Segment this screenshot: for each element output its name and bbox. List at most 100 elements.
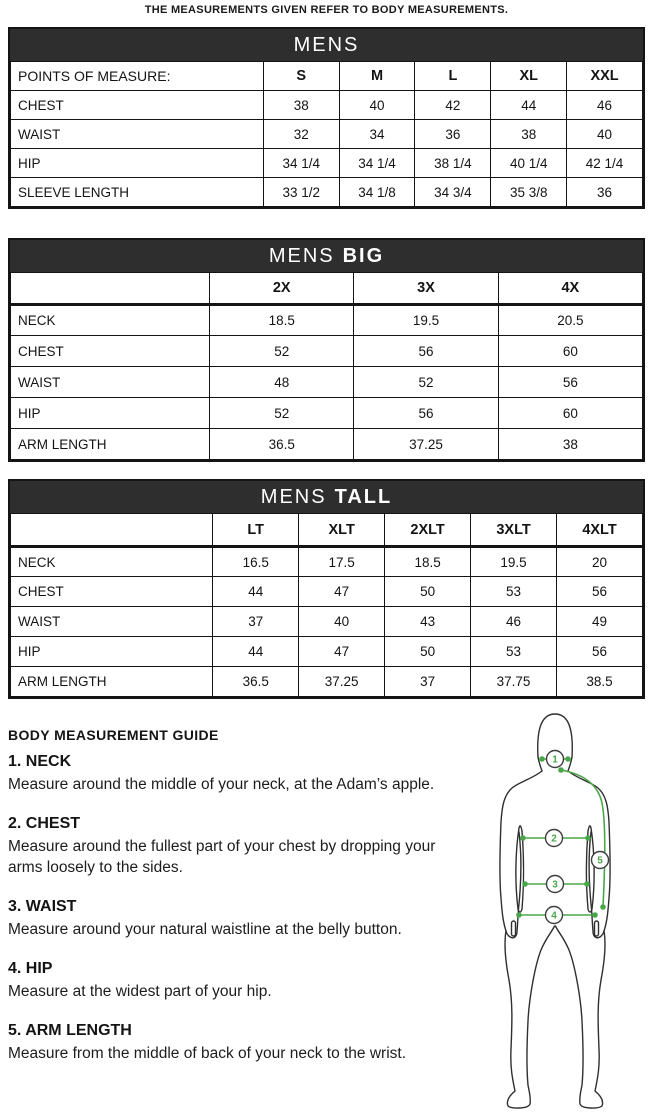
marker-number-1: 1 [552, 755, 558, 766]
measure-value: 56 [353, 335, 499, 367]
marker-number-4: 4 [551, 911, 557, 922]
measure-value: 42 [414, 90, 492, 120]
size-header: 2X [209, 272, 355, 306]
measure-label: WAIST [9, 366, 211, 398]
measure-value: 37 [212, 606, 300, 637]
measure-value: 17.5 [298, 546, 386, 577]
marker-circle-3 [545, 874, 565, 894]
size-header: XL [490, 61, 568, 91]
mens-table-banner: MENS [10, 29, 643, 61]
measure-label: ARM LENGTH [9, 666, 214, 697]
measure-value: 35 3/8 [490, 177, 568, 207]
size-header: 4X [497, 272, 644, 306]
measure-value: 20.5 [497, 304, 644, 336]
table-row: WAIST 32 34 36 38 40 [10, 119, 643, 149]
table-title-bold: TALL [334, 486, 393, 508]
measure-value: 38 [262, 90, 340, 120]
mens-big-measurements-grid: 2X 3X 4X NECK 18.5 19.5 20.5 CHEST 52 56 60 WAIST 48… [9, 272, 644, 460]
guide-item-heading: 1. NECK [8, 753, 72, 770]
measure-label: NECK [9, 546, 214, 577]
measure-value: 43 [384, 606, 472, 637]
guide-item-heading: 2. CHEST [8, 815, 81, 832]
figure-column: 1 2 3 4 5 [465, 707, 645, 1117]
measure-value: 38 [490, 119, 568, 149]
left-hand-slit [510, 920, 517, 937]
table-row: NECK 18.5 19.5 20.5 [9, 304, 644, 336]
guide-item: 3. WAIST Measure around your natural wais… [8, 898, 459, 940]
table-row: CHEST 44 47 50 53 56 [9, 576, 643, 607]
mens-measurements-grid: POINTS OF MEASURE: S M L XL XXL CHEST 38 40 42 44 4… [10, 61, 643, 207]
table-row: HIP 52 56 60 [9, 397, 644, 429]
marker-number-3: 3 [552, 880, 558, 891]
right-torso-gap [585, 825, 595, 913]
measure-value: 37.75 [470, 666, 557, 697]
measure-label: WAIST [9, 606, 214, 637]
table-row: SLEEVE LENGTH 33 1/2 34 1/8 34 3/4 35 3/8 36 [10, 177, 643, 207]
marker-number-2: 2 [551, 834, 557, 845]
measure-value: 36.5 [209, 428, 355, 460]
measure-value: 60 [497, 335, 644, 367]
table-row: HIP 34 1/4 34 1/4 38 1/4 40 1/4 42 1/4 [10, 148, 643, 178]
measure-value: 37 [384, 666, 472, 697]
table-row: ARM LENGTH 36.5 37.25 38 [9, 428, 644, 460]
measure-value: 32 [262, 119, 340, 149]
size-header: M [338, 61, 416, 91]
measure-value: 19.5 [353, 304, 499, 336]
header-row: POINTS OF MEASURE: S M L XL XXL [10, 61, 643, 91]
right-arm-outline [567, 770, 611, 939]
measure-value: 19.5 [470, 546, 557, 577]
table-title: MENS [260, 486, 327, 508]
body-figure-diagram: 1 2 3 4 5 [499, 713, 611, 1109]
measure-value: 34 3/4 [414, 177, 492, 207]
guide-item-text: Measure around the middle of your neck, … [8, 776, 435, 793]
guide-item-heading: 3. WAIST [8, 898, 77, 915]
size-header: L [414, 61, 492, 91]
header-row: 2X 3X 4X [9, 272, 644, 306]
measure-value: 36 [414, 119, 492, 149]
measure-value: 38 [497, 428, 644, 460]
crotch-outline [553, 925, 557, 928]
measure-value: 60 [497, 397, 644, 429]
size-header: XLT [298, 513, 386, 548]
measure-value: 20 [556, 546, 643, 577]
measure-value: 33 1/2 [262, 177, 340, 207]
measure-value: 40 [338, 90, 416, 120]
measure-value: 34 1/4 [262, 148, 340, 178]
mens-tall-measurements-grid: LT XLT 2XLT 3XLT 4XLT NECK 16.5 17.5 18.5 19.5 20 C… [9, 513, 643, 697]
guide-item-heading: 4. HIP [8, 960, 53, 977]
measure-value: 53 [470, 576, 557, 607]
measure-value: 18.5 [384, 546, 472, 577]
measure-value: 56 [556, 636, 643, 667]
measure-value: 34 1/4 [338, 148, 416, 178]
table-title: MENS [293, 34, 360, 56]
size-header: LT [212, 513, 300, 548]
marker-circle-5 [590, 850, 610, 870]
mens-tall-table-banner: MENS TALL [10, 481, 643, 513]
measure-value: 18.5 [209, 304, 355, 336]
table-row: CHEST 52 56 60 [9, 335, 644, 367]
table-row: ARM LENGTH 36.5 37.25 37 37.75 38.5 [9, 666, 643, 697]
guide-text-column: BODY MEASUREMENT GUIDE 1. NECK Measure ar… [8, 707, 465, 1117]
mens-size-table: MENS POINTS OF MEASURE: S M L XL XXL CHEST 38 40… [8, 27, 645, 209]
measure-value: 56 [353, 397, 499, 429]
measure-value: 40 [566, 119, 643, 149]
table-row: WAIST 48 52 56 [9, 366, 644, 398]
table-row: CHEST 38 40 42 44 46 [10, 90, 643, 120]
marker-numbers: 1 2 3 4 5 [551, 755, 603, 922]
measure-value: 34 1/8 [338, 177, 416, 207]
size-header: XXL [566, 61, 643, 91]
guide-item: 1. NECK Measure around the middle of your… [8, 753, 459, 795]
measure-value: 38.5 [556, 666, 643, 697]
measure-value: 36.5 [212, 666, 300, 697]
measure-value: 40 [298, 606, 386, 637]
marker-circle-2 [544, 828, 564, 848]
measure-value: 48 [209, 366, 355, 398]
size-header: 2XLT [384, 513, 472, 548]
measure-label: CHEST [10, 90, 264, 120]
measure-value: 53 [470, 636, 557, 667]
measure-label: NECK [9, 304, 211, 336]
measure-label: HIP [10, 148, 264, 178]
guide-item: 4. HIP Measure at the widest part of your… [8, 960, 459, 1002]
right-leg-outline [555, 926, 606, 1109]
measure-label: CHEST [9, 576, 214, 607]
